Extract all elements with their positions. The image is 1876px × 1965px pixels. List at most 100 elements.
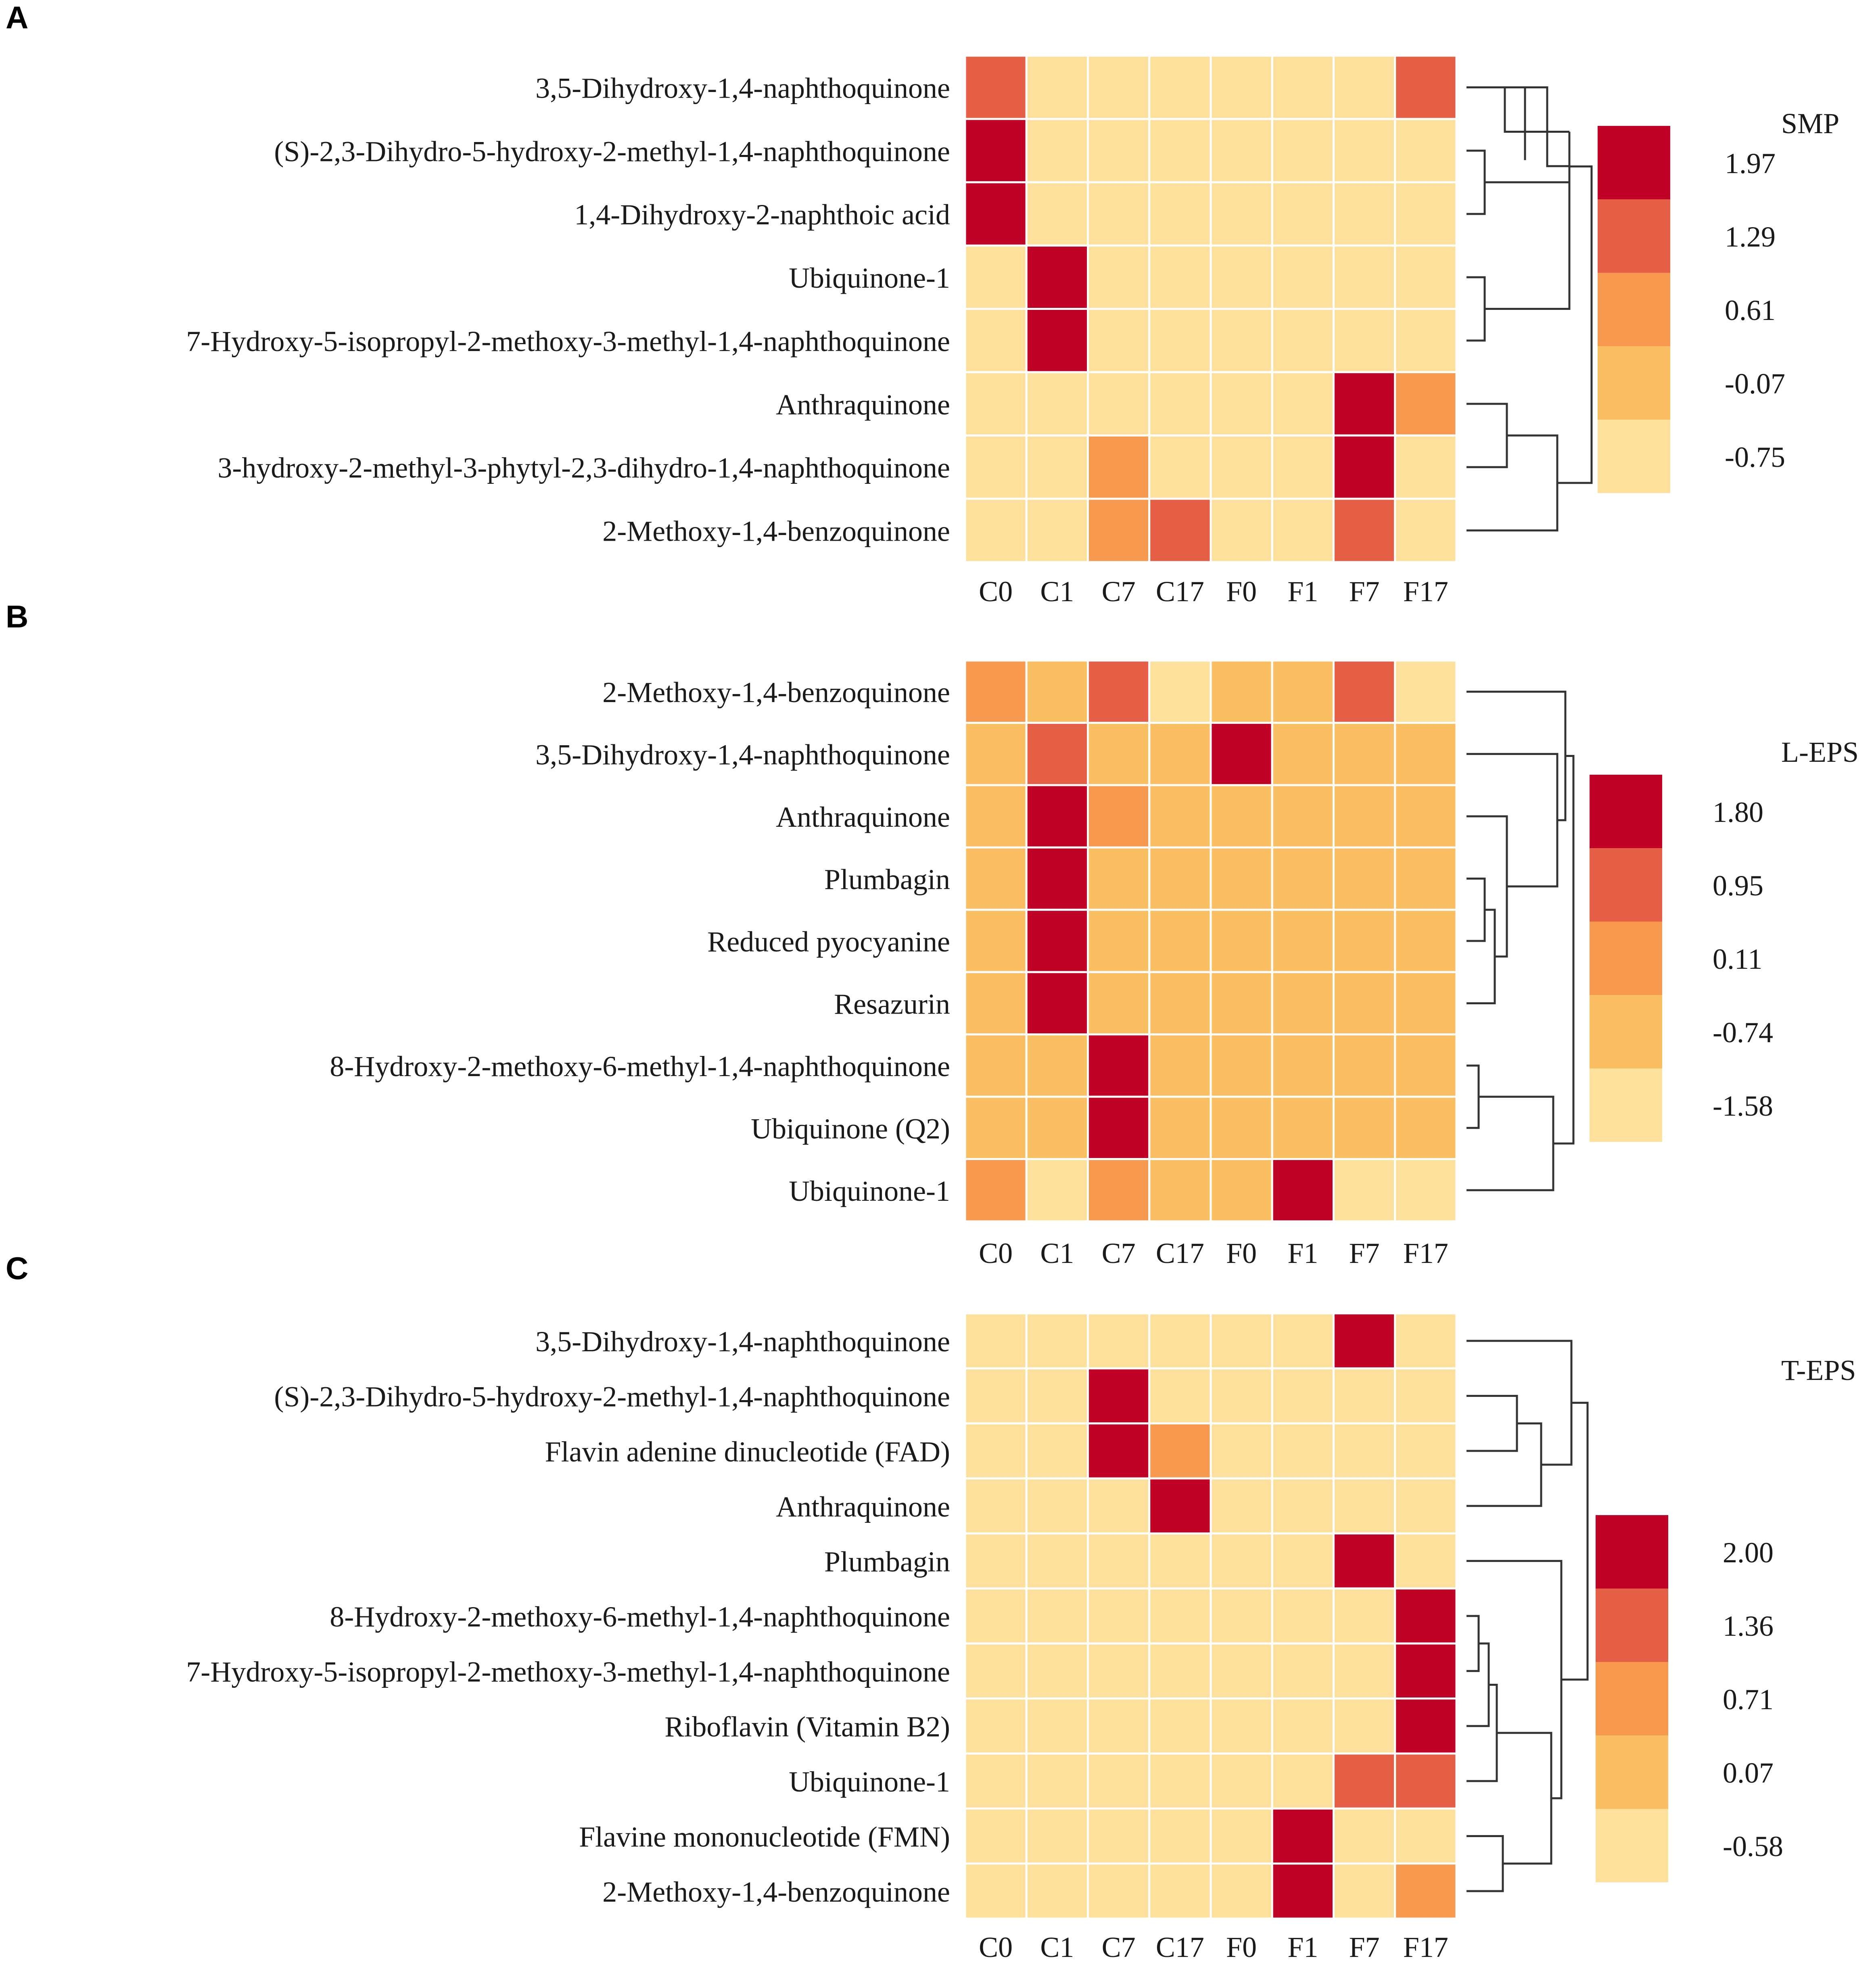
heatmap-cell: [1087, 308, 1151, 373]
heatmap-cell: [1025, 1532, 1089, 1590]
heatmap-cell: [1271, 909, 1335, 973]
heatmap-cell: [1271, 1158, 1335, 1223]
heatmap-cell: [1271, 1697, 1335, 1755]
heatmap-cell: [1394, 118, 1458, 184]
column-label: C1: [1040, 575, 1074, 608]
heatmap-cell: [1087, 1033, 1151, 1098]
row-label: 3-hydroxy-2-methyl-3-phytyl-2,3-dihydro-…: [217, 452, 950, 484]
heatmap-cell: [1210, 308, 1273, 373]
heatmap-cell: [1271, 1863, 1335, 1920]
legend-tick: 0.95: [1713, 870, 1763, 902]
heatmap-cell: [1210, 1532, 1273, 1590]
heatmap-cell: [1394, 434, 1458, 500]
heatmap-cell: [1271, 1642, 1335, 1700]
heatmap-cell: [1394, 1532, 1458, 1590]
heatmap-cell: [1271, 1477, 1335, 1534]
heatmap-cell: [1210, 1312, 1273, 1369]
legend-swatch: [1596, 1735, 1668, 1809]
heatmap-cell: [1271, 1807, 1335, 1865]
column-label: F1: [1287, 575, 1318, 608]
heatmap-cell: [1333, 1863, 1396, 1920]
heatmap-cell: [1087, 1863, 1151, 1920]
heatmap-cell: [1394, 245, 1458, 310]
heatmap-cell: [964, 1752, 1028, 1810]
column-label: C0: [979, 1931, 1013, 1963]
heatmap-cell: [1394, 909, 1458, 973]
heatmap-cell: [1333, 846, 1396, 911]
heatmap-cell: [1333, 1807, 1396, 1865]
heatmap-cell: [1148, 118, 1212, 184]
heatmap-cell: [964, 721, 1028, 786]
heatmap-cell: [1394, 181, 1458, 247]
row-label: Anthraquinone: [776, 389, 950, 421]
heatmap-cell: [1333, 1642, 1396, 1700]
panel-B: B L-EPS 2-Methoxy-1,4-benzoquinone 3,5-Dihy…: [6, 599, 1859, 1269]
heatmap-cell: [1210, 1367, 1273, 1425]
heatmap-cell: [1394, 1422, 1458, 1480]
heatmap-cell: [1271, 1752, 1335, 1810]
heatmap-cell: [1025, 784, 1089, 849]
heatmap-cell: [1271, 1532, 1335, 1590]
heatmap-cell: [1394, 1807, 1458, 1865]
heatmap-cell: [1271, 245, 1335, 310]
row-label: Flavine mononucleotide (FMN): [579, 1821, 950, 1853]
heatmap-cell: [964, 434, 1028, 500]
heatmap-cell: [1148, 308, 1212, 373]
heatmap-cell: [1333, 721, 1396, 786]
panel-title: L-EPS: [1781, 736, 1859, 768]
heatmap-cell: [1087, 1312, 1151, 1369]
heatmap-cell: [1087, 1752, 1151, 1810]
heatmap-cell: [1333, 54, 1396, 120]
column-label: C17: [1156, 575, 1204, 608]
row-label: 2-Methoxy-1,4-benzoquinone: [602, 676, 950, 709]
heatmap-cell: [1087, 434, 1151, 500]
panel-C: C T-EPS 3,5-Dihydroxy-1,4-naphthoquinone (S…: [6, 1250, 1856, 1963]
legend-tick: 1.29: [1725, 221, 1776, 253]
heatmap-cell: [1210, 1587, 1273, 1645]
heatmap-cell: [1025, 971, 1089, 1036]
heatmap-cell: [964, 1158, 1028, 1223]
heatmap-cell: [1271, 1587, 1335, 1645]
column-label: C17: [1156, 1931, 1204, 1963]
heatmap-cell: [1333, 1752, 1396, 1810]
heatmap-cell: [1333, 1158, 1396, 1223]
heatmap-cell: [1333, 434, 1396, 500]
heatmap-cell: [1333, 118, 1396, 184]
legend-tick: -0.07: [1725, 368, 1785, 400]
legend-swatch: [1590, 995, 1662, 1068]
legend-swatch: [1598, 199, 1670, 273]
heatmap-cell: [1333, 659, 1396, 724]
heatmap-cell: [1210, 1752, 1273, 1810]
heatmap-cell: [1087, 1587, 1151, 1645]
heatmap-cell: [1394, 1587, 1458, 1645]
column-label: C0: [979, 1237, 1013, 1269]
heatmap-cell: [1025, 1642, 1089, 1700]
heatmap-cell: [964, 1587, 1028, 1645]
legend-tick: -0.58: [1723, 1830, 1783, 1863]
column-label: F1: [1287, 1237, 1318, 1269]
heatmap-cell: [1333, 1422, 1396, 1480]
heatmap-cell: [1148, 181, 1212, 247]
heatmap-cell: [964, 1312, 1028, 1369]
row-label: Anthraquinone: [776, 801, 950, 833]
heatmap-cell: [1333, 1477, 1396, 1534]
heatmap-cell: [1394, 1752, 1458, 1810]
heatmap-cell: [964, 909, 1028, 973]
legend-tick: 1.80: [1713, 796, 1763, 828]
heatmap-cell: [1148, 1642, 1212, 1700]
heatmap-cell: [1271, 118, 1335, 184]
heatmap-cell: [1148, 371, 1212, 437]
heatmap-cell: [1333, 308, 1396, 373]
heatmap-cell: [1394, 1367, 1458, 1425]
panel-letter: A: [6, 0, 28, 35]
heatmap-cell: [1333, 909, 1396, 973]
legend-tick: 0.07: [1723, 1757, 1774, 1789]
heatmap-cell: [1025, 1312, 1089, 1369]
heatmap-cell: [1025, 371, 1089, 437]
heatmap-cell: [964, 1095, 1028, 1160]
heatmap-cell: [1210, 1697, 1273, 1755]
heatmap-cell: [1025, 1807, 1089, 1865]
legend-tick: -0.74: [1713, 1016, 1773, 1049]
heatmap-cell: [1333, 245, 1396, 310]
